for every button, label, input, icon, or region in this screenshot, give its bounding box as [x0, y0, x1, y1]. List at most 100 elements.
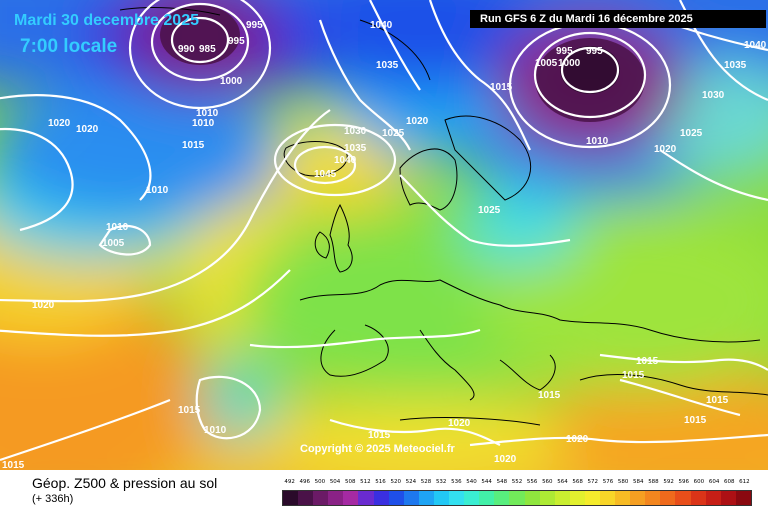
isobar-label: 1015: [622, 370, 645, 381]
color-scale-tick-label: 584: [633, 479, 644, 485]
isobar-label: 995: [246, 20, 263, 31]
isobar-label: 1020: [48, 118, 71, 129]
color-scale-tick-label: 576: [602, 479, 614, 485]
color-scale-swatch: [449, 491, 465, 505]
isobar-label: 995: [556, 46, 573, 57]
color-scale-swatch: [403, 491, 419, 505]
color-scale-tick-label: 580: [617, 479, 629, 485]
color-scale-tick-label: 528: [420, 479, 432, 485]
color-scale-swatch: [690, 491, 706, 505]
color-scale-swatch: [630, 491, 646, 505]
isobar-label: 990: [178, 44, 195, 55]
color-scale-tick-label: 548: [496, 479, 508, 485]
isobar-label: 1045: [314, 169, 337, 180]
isobar-label: 1030: [344, 126, 367, 137]
color-scale-tick-label: 572: [587, 479, 599, 485]
color-scale-swatch: [313, 491, 329, 505]
isobar-label: 1025: [478, 205, 501, 216]
color-scale-tick-label: 496: [299, 479, 310, 485]
isobar-label: 1040: [744, 40, 767, 51]
isobar-label: 1020: [494, 454, 517, 465]
isobar-label: 1020: [448, 418, 471, 429]
isobar-label: 1010: [586, 136, 609, 147]
isobar-label: 1005: [102, 238, 125, 249]
color-scale-swatch: [645, 491, 661, 505]
isobar-label: 1010: [196, 108, 219, 119]
color-scale-swatch: [298, 491, 314, 505]
color-scale-tick-label: 512: [360, 479, 371, 485]
color-scale-tick-label: 492: [284, 479, 295, 485]
isobar-label: 1010: [204, 425, 227, 436]
isobar-label: 1020: [406, 116, 429, 127]
isobar-label: 1035: [376, 60, 399, 71]
isobar-label: 1000: [558, 58, 581, 69]
color-scale-tick-label: 540: [466, 479, 477, 485]
color-scale-tick-label: 592: [663, 479, 674, 485]
color-scale-bar: [282, 490, 752, 506]
isobar-label: 1020: [76, 124, 99, 135]
color-scale-tick-label: 556: [526, 479, 538, 485]
isobar-label: 1035: [344, 143, 367, 154]
isobar-label: 1015: [2, 460, 25, 470]
isobar-label: 1025: [680, 128, 703, 139]
color-scale-swatch: [494, 491, 510, 505]
color-scale-swatch: [433, 491, 450, 505]
color-scale-swatch: [328, 491, 344, 505]
color-scale-swatch: [615, 491, 631, 505]
isobar-label: 1015: [636, 356, 659, 367]
color-scale-swatch: [343, 491, 359, 505]
color-scale-swatch: [569, 491, 585, 505]
isobar-label: 1010: [192, 118, 215, 129]
isobar-label: 1020: [32, 300, 55, 311]
color-scale-swatch: [388, 491, 404, 505]
color-scale-tick-label: 600: [693, 479, 705, 485]
isobar-label: 1015: [368, 430, 391, 441]
isobar-label: 1010: [106, 222, 129, 233]
color-scale-tick-label: 560: [542, 479, 553, 485]
isobar-label: 1020: [654, 144, 677, 155]
color-scale-tick-label: 544: [481, 479, 492, 485]
isobar-label: 1010: [146, 185, 169, 196]
run-info-banner: Run GFS 6 Z du Mardi 16 décembre 2025: [470, 10, 766, 28]
isobar-label: 1040: [334, 155, 357, 166]
color-scale-tick-label: 524: [405, 479, 417, 485]
coastlines: [119, 7, 768, 426]
isobar-label: 1015: [490, 82, 513, 93]
valid-time: 7:00 locale: [20, 36, 118, 57]
color-scale-tick-label: 604: [708, 479, 720, 485]
color-scale-swatch: [418, 491, 434, 505]
valid-date: Mardi 30 decembre 2025: [14, 12, 199, 29]
isobar-label: 1025: [382, 128, 405, 139]
isobar-label: 1015: [706, 395, 729, 406]
color-scale-swatch: [554, 491, 570, 505]
color-scale-swatch: [584, 491, 600, 505]
color-scale-tick-label: 596: [678, 479, 690, 485]
isobar-label: 1015: [178, 405, 201, 416]
color-scale-swatch: [283, 491, 299, 505]
color-scale-tick-label: 508: [344, 479, 356, 485]
color-scale-swatch: [358, 491, 374, 505]
color-scale-swatch: [464, 491, 480, 505]
isobar-label: 1030: [702, 90, 725, 101]
isobar-label: 1040: [370, 20, 393, 31]
color-scale-tick-label: 532: [435, 479, 447, 485]
color-scale-tick-label: 564: [557, 479, 568, 485]
color-scale-swatch: [705, 491, 721, 505]
color-scale-tick-label: 504: [329, 479, 341, 485]
color-scale-tick-label: 520: [390, 479, 401, 485]
copyright: Copyright © 2025 Meteociel.fr: [300, 443, 455, 455]
isobar-label: 995: [228, 36, 245, 47]
color-scale-tick-label: 568: [572, 479, 583, 485]
isobar-label: 1005: [535, 58, 558, 69]
isobar-label: 985: [199, 44, 216, 55]
isobar-label: 1035: [724, 60, 747, 71]
isobar-label: 995: [586, 46, 603, 57]
color-scale-tick-label: 536: [451, 479, 462, 485]
color-scale-labels: 492 496 500 504 508 512 516 520 524 528 532 536 540 5…: [282, 479, 752, 489]
isobars: [0, 0, 768, 462]
color-scale-swatch: [509, 491, 525, 505]
color-scale-swatch: [735, 491, 751, 505]
color-scale-swatch: [524, 491, 540, 505]
isobar-label: 1015: [684, 415, 707, 426]
